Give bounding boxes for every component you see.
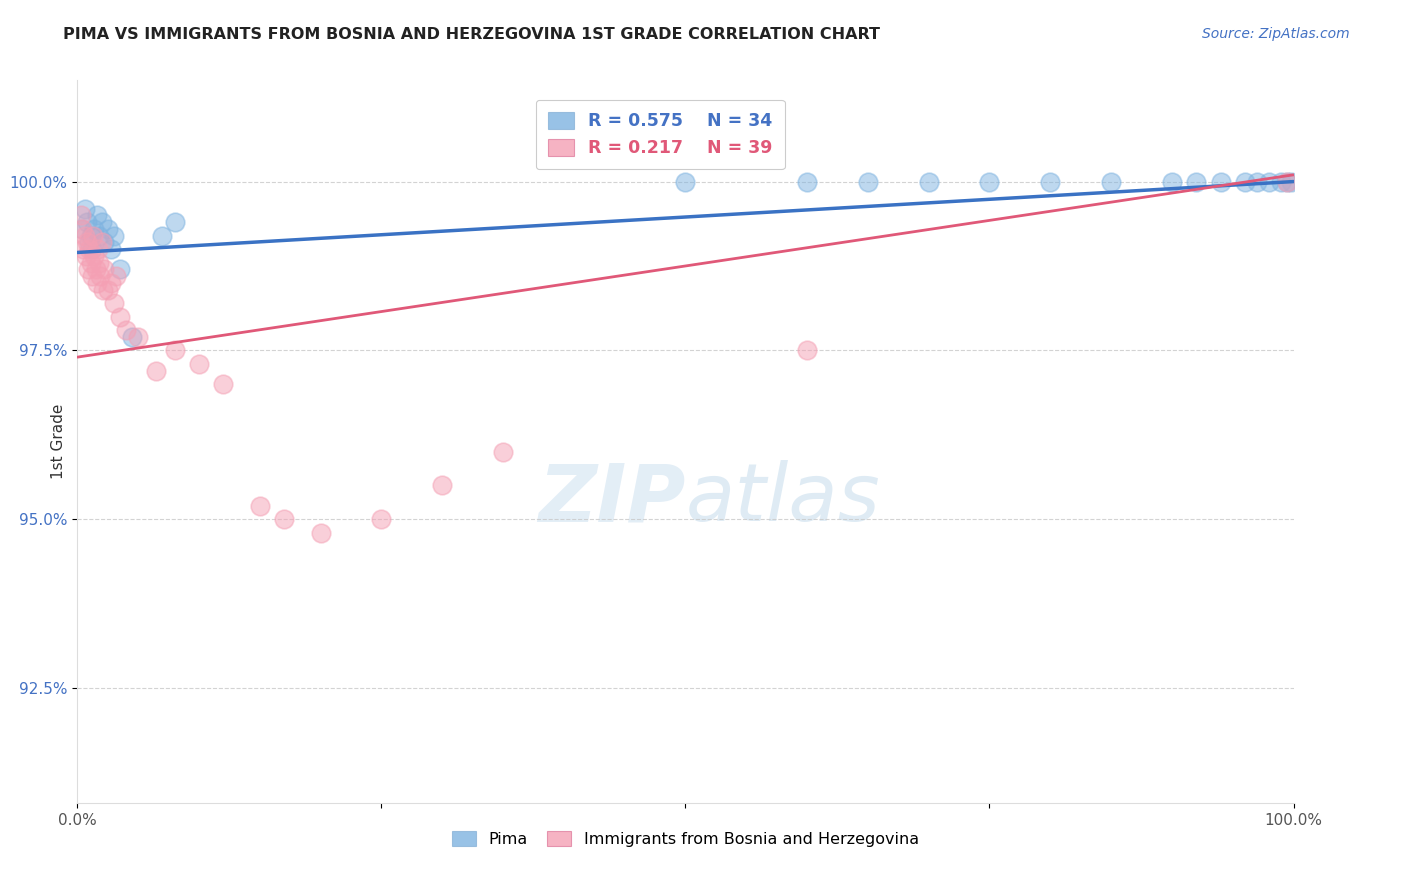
Text: Source: ZipAtlas.com: Source: ZipAtlas.com bbox=[1202, 27, 1350, 41]
Point bbox=[249, 499, 271, 513]
Point bbox=[145, 364, 167, 378]
Point bbox=[309, 525, 332, 540]
Point bbox=[80, 269, 103, 284]
Point bbox=[212, 377, 235, 392]
Point bbox=[89, 228, 111, 243]
Point bbox=[75, 249, 97, 263]
Point bbox=[1258, 175, 1281, 189]
Point bbox=[370, 512, 392, 526]
Point bbox=[127, 330, 149, 344]
Point bbox=[796, 175, 818, 189]
Point bbox=[80, 242, 103, 256]
Text: PIMA VS IMMIGRANTS FROM BOSNIA AND HERZEGOVINA 1ST GRADE CORRELATION CHART: PIMA VS IMMIGRANTS FROM BOSNIA AND HERZE… bbox=[63, 27, 880, 42]
Point bbox=[1233, 175, 1256, 189]
Point bbox=[430, 478, 453, 492]
Point bbox=[108, 262, 131, 277]
Point bbox=[675, 175, 697, 189]
Y-axis label: 1st Grade: 1st Grade bbox=[51, 404, 66, 479]
Point bbox=[121, 330, 143, 344]
Point bbox=[1209, 175, 1232, 189]
Point bbox=[1277, 175, 1299, 189]
Point bbox=[86, 276, 108, 290]
Point bbox=[73, 228, 96, 243]
Point bbox=[70, 222, 93, 236]
Point bbox=[108, 310, 131, 324]
Point bbox=[1277, 175, 1299, 189]
Point bbox=[152, 228, 174, 243]
Point bbox=[83, 222, 105, 236]
Point bbox=[83, 249, 105, 263]
Point bbox=[72, 242, 94, 256]
Point bbox=[100, 276, 122, 290]
Point bbox=[1270, 175, 1292, 189]
Point bbox=[79, 235, 101, 250]
Point bbox=[89, 255, 111, 269]
Point bbox=[76, 235, 98, 250]
Point bbox=[103, 296, 125, 310]
Text: ZIP: ZIP bbox=[538, 460, 686, 539]
Point bbox=[76, 215, 98, 229]
Point bbox=[97, 283, 120, 297]
Point bbox=[188, 357, 211, 371]
Legend: Pima, Immigrants from Bosnia and Herzegovina: Pima, Immigrants from Bosnia and Herzego… bbox=[439, 818, 932, 860]
Point bbox=[856, 175, 879, 189]
Point bbox=[89, 269, 111, 284]
Point bbox=[105, 269, 128, 284]
Point bbox=[1185, 175, 1208, 189]
Point bbox=[163, 215, 186, 229]
Point bbox=[87, 242, 110, 256]
Point bbox=[82, 228, 104, 243]
Point bbox=[796, 343, 818, 358]
Point bbox=[1099, 175, 1122, 189]
Point bbox=[73, 202, 96, 216]
Point bbox=[80, 255, 103, 269]
Point bbox=[1246, 175, 1268, 189]
Point bbox=[77, 262, 100, 277]
Point bbox=[979, 175, 1001, 189]
Point bbox=[70, 208, 93, 222]
Point bbox=[163, 343, 186, 358]
Point bbox=[97, 222, 120, 236]
Point bbox=[1161, 175, 1184, 189]
Point bbox=[273, 512, 295, 526]
Point bbox=[86, 208, 108, 222]
Point bbox=[1039, 175, 1062, 189]
Point bbox=[90, 235, 112, 250]
Point bbox=[918, 175, 941, 189]
Point bbox=[1279, 175, 1302, 189]
Point bbox=[70, 222, 93, 236]
Text: atlas: atlas bbox=[686, 460, 880, 539]
Point bbox=[90, 215, 112, 229]
Point bbox=[100, 242, 122, 256]
Point bbox=[103, 228, 125, 243]
Point bbox=[84, 262, 107, 277]
Point bbox=[93, 262, 115, 277]
Point bbox=[91, 283, 114, 297]
Point bbox=[115, 323, 138, 337]
Point bbox=[93, 235, 115, 250]
Point bbox=[79, 242, 101, 256]
Point bbox=[80, 228, 103, 243]
Point bbox=[492, 444, 515, 458]
